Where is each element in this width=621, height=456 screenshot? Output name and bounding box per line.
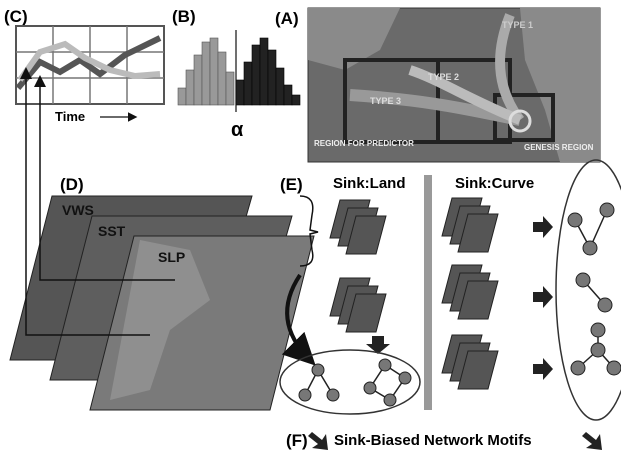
layer-label: SLP: [158, 249, 185, 265]
panel-title: Sink-Biased Network Motifs: [334, 432, 532, 449]
panel-label: (C): [4, 7, 28, 26]
motif-ellipse: [556, 160, 621, 420]
region-label: GENESIS REGION: [524, 143, 594, 152]
type-label: TYPE 1: [502, 20, 533, 30]
panel-e: (E) Sink:Land Sink:Curve: [280, 160, 621, 420]
type-label: TYPE 3: [370, 96, 401, 106]
panel-label: (E): [280, 175, 303, 194]
panel-label: (D): [60, 175, 84, 194]
arrow: [582, 432, 602, 450]
panel-label: (A): [275, 9, 299, 28]
histogram-gray: [178, 38, 234, 105]
axis-label: Time: [55, 109, 85, 124]
type-label: TYPE 2: [428, 72, 459, 82]
region-label: REGION FOR PREDICTOR: [314, 139, 414, 148]
panel-label: (F): [286, 431, 308, 450]
layer-label: VWS: [62, 202, 94, 218]
motif-ellipse: [280, 350, 420, 414]
divider: [424, 175, 432, 410]
panel-label: (B): [172, 7, 196, 26]
layer-label: SST: [98, 223, 126, 239]
column-title: Sink:Land: [333, 175, 406, 192]
panel-a: (A) TYPE 1 TYPE 2 TYPE 3 REGION FOR PRED…: [275, 8, 600, 162]
symbol: α: [231, 119, 244, 141]
figure: (C) Time (B) α (A): [0, 0, 621, 456]
arrow: [308, 432, 328, 450]
column-title: Sink:Curve: [455, 175, 534, 192]
panel-c: (C) Time: [4, 7, 164, 124]
panel-f: (F) Sink-Biased Network Motifs: [286, 431, 602, 450]
arrows: [533, 216, 553, 380]
histogram-black: [236, 38, 300, 105]
stacks: [330, 198, 498, 389]
